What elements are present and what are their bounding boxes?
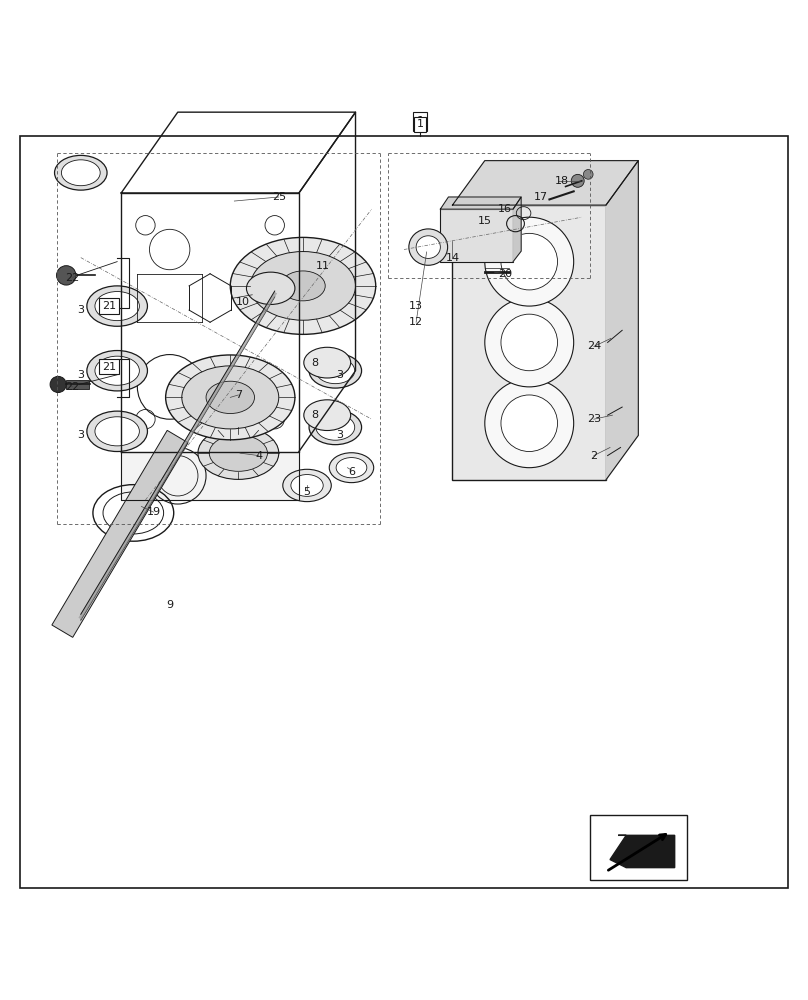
Text: 3: 3 <box>78 430 84 440</box>
Ellipse shape <box>182 366 279 429</box>
Text: 15: 15 <box>478 216 492 226</box>
Text: 25: 25 <box>271 192 286 202</box>
Text: 7: 7 <box>235 390 242 400</box>
Text: 10: 10 <box>235 297 250 307</box>
Ellipse shape <box>409 229 448 265</box>
Text: 20: 20 <box>498 269 512 279</box>
Text: 11: 11 <box>316 261 330 271</box>
Ellipse shape <box>309 353 362 388</box>
Text: 8: 8 <box>312 410 318 420</box>
Ellipse shape <box>416 236 440 258</box>
Ellipse shape <box>166 355 295 440</box>
Text: 23: 23 <box>587 414 601 424</box>
Circle shape <box>501 395 558 452</box>
Ellipse shape <box>95 356 139 385</box>
Ellipse shape <box>283 469 331 502</box>
Ellipse shape <box>304 400 351 431</box>
Bar <box>52 430 188 637</box>
Ellipse shape <box>316 358 355 384</box>
Text: 1: 1 <box>416 115 424 128</box>
Ellipse shape <box>281 271 325 301</box>
Bar <box>230 397 246 445</box>
Ellipse shape <box>316 414 355 440</box>
Bar <box>452 205 606 480</box>
Text: 21: 21 <box>102 301 116 311</box>
Text: 3: 3 <box>78 305 84 315</box>
Circle shape <box>583 170 593 179</box>
Text: 6: 6 <box>348 467 355 477</box>
Text: 18: 18 <box>554 176 569 186</box>
Ellipse shape <box>198 427 279 479</box>
Text: 16: 16 <box>498 204 512 214</box>
Ellipse shape <box>291 475 323 496</box>
Ellipse shape <box>87 286 147 326</box>
Text: 24: 24 <box>587 341 601 351</box>
Polygon shape <box>513 197 521 262</box>
Ellipse shape <box>336 458 367 478</box>
Bar <box>440 209 513 262</box>
Polygon shape <box>440 197 521 209</box>
Circle shape <box>501 314 558 371</box>
Text: 8: 8 <box>312 358 318 368</box>
Text: 5: 5 <box>304 487 310 497</box>
Ellipse shape <box>230 237 376 334</box>
Text: 12: 12 <box>409 317 423 327</box>
Ellipse shape <box>309 410 362 445</box>
Bar <box>590 815 687 880</box>
Circle shape <box>501 233 558 290</box>
Polygon shape <box>610 835 675 868</box>
Ellipse shape <box>304 347 351 378</box>
Text: 2: 2 <box>591 451 597 461</box>
Text: 14: 14 <box>445 253 460 263</box>
Text: 3: 3 <box>336 430 343 440</box>
Bar <box>66 380 89 389</box>
Ellipse shape <box>246 272 295 304</box>
Ellipse shape <box>250 252 356 320</box>
Circle shape <box>485 379 574 468</box>
Text: 3: 3 <box>336 370 343 380</box>
Circle shape <box>485 298 574 387</box>
Circle shape <box>57 266 76 285</box>
Ellipse shape <box>95 417 139 446</box>
Polygon shape <box>452 161 638 205</box>
Ellipse shape <box>95 292 139 321</box>
Text: 4: 4 <box>255 451 262 461</box>
Text: 21: 21 <box>102 362 116 372</box>
Circle shape <box>50 376 66 393</box>
Text: 22: 22 <box>65 273 80 283</box>
Ellipse shape <box>55 155 107 190</box>
Text: 19: 19 <box>146 507 161 517</box>
Ellipse shape <box>87 411 147 452</box>
Text: 17: 17 <box>534 192 549 202</box>
Text: 13: 13 <box>409 301 423 311</box>
Text: 1: 1 <box>417 119 423 129</box>
Circle shape <box>571 174 584 187</box>
Ellipse shape <box>87 351 147 391</box>
Ellipse shape <box>61 160 100 186</box>
Circle shape <box>485 217 574 306</box>
Text: 22: 22 <box>65 382 80 392</box>
Ellipse shape <box>330 453 374 483</box>
Text: 9: 9 <box>166 600 173 610</box>
Polygon shape <box>606 161 638 480</box>
Ellipse shape <box>206 381 255 414</box>
Text: 3: 3 <box>78 370 84 380</box>
Ellipse shape <box>209 435 267 471</box>
